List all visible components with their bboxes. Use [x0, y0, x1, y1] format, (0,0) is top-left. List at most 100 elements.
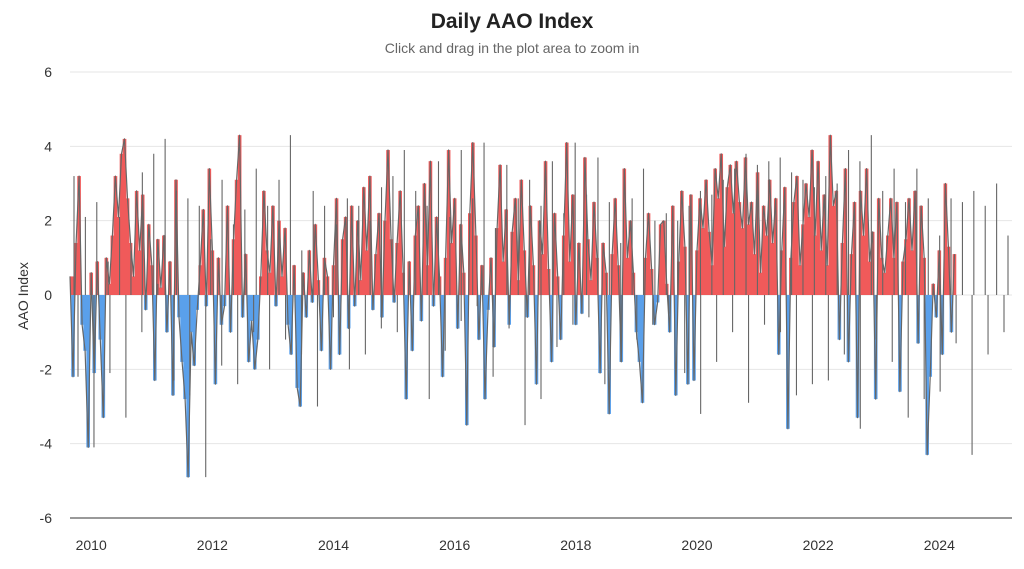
positive-bar[interactable]	[895, 202, 899, 295]
negative-bar[interactable]	[152, 295, 157, 381]
positive-bar[interactable]	[116, 216, 121, 295]
positive-bar[interactable]	[377, 213, 381, 295]
negative-bar[interactable]	[246, 295, 251, 362]
positive-bar[interactable]	[819, 250, 823, 295]
positive-bar[interactable]	[498, 164, 502, 295]
positive-bar[interactable]	[495, 228, 499, 295]
negative-bar[interactable]	[637, 295, 642, 362]
positive-bar[interactable]	[658, 224, 663, 295]
positive-bar[interactable]	[234, 179, 239, 295]
positive-bar[interactable]	[107, 283, 112, 295]
negative-bar[interactable]	[192, 295, 197, 366]
negative-bar[interactable]	[189, 295, 193, 333]
positive-bar[interactable]	[201, 209, 206, 295]
negative-bar[interactable]	[328, 295, 333, 370]
negative-bar[interactable]	[534, 295, 539, 385]
negative-bar[interactable]	[855, 295, 860, 418]
positive-bar[interactable]	[343, 216, 348, 295]
negative-bar[interactable]	[298, 295, 303, 407]
positive-bar[interactable]	[280, 276, 284, 295]
positive-bar[interactable]	[813, 235, 817, 295]
positive-bar[interactable]	[540, 254, 545, 295]
positive-bar[interactable]	[764, 235, 769, 295]
negative-bar[interactable]	[71, 295, 75, 377]
positive-bar[interactable]	[952, 254, 957, 295]
negative-bar[interactable]	[949, 295, 954, 333]
positive-bar[interactable]	[383, 220, 387, 295]
positive-bar[interactable]	[125, 198, 130, 295]
positive-bar[interactable]	[586, 239, 590, 295]
positive-bar[interactable]	[358, 280, 363, 295]
positive-bar[interactable]	[831, 205, 836, 295]
positive-bar[interactable]	[822, 194, 827, 295]
positive-bar[interactable]	[422, 183, 427, 296]
positive-bar[interactable]	[907, 198, 911, 295]
positive-bar[interactable]	[237, 135, 242, 295]
negative-bar[interactable]	[295, 295, 299, 388]
positive-bar[interactable]	[452, 198, 457, 295]
negative-bar[interactable]	[255, 295, 260, 340]
positive-bar[interactable]	[416, 205, 421, 295]
negative-bar[interactable]	[404, 295, 409, 400]
negative-bar[interactable]	[98, 295, 103, 340]
positive-bar[interactable]	[858, 190, 863, 295]
positive-bar[interactable]	[628, 220, 633, 295]
negative-bar[interactable]	[928, 295, 933, 377]
positive-bar[interactable]	[758, 272, 763, 295]
positive-bar[interactable]	[119, 153, 124, 295]
positive-bar[interactable]	[867, 261, 872, 295]
negative-bar[interactable]	[83, 295, 87, 351]
negative-bar[interactable]	[410, 295, 415, 351]
positive-bar[interactable]	[885, 235, 890, 295]
positive-bar[interactable]	[913, 190, 917, 295]
positive-bar[interactable]	[265, 250, 269, 295]
positive-bar[interactable]	[722, 246, 727, 295]
positive-bar[interactable]	[876, 198, 881, 295]
positive-bar[interactable]	[137, 250, 142, 295]
positive-bar[interactable]	[879, 257, 884, 295]
positive-bar[interactable]	[134, 190, 139, 295]
negative-bar[interactable]	[101, 295, 106, 418]
positive-bar[interactable]	[719, 153, 724, 295]
positive-bar[interactable]	[313, 224, 318, 295]
positive-bar[interactable]	[680, 190, 684, 295]
negative-bar[interactable]	[289, 295, 293, 355]
positive-bar[interactable]	[131, 276, 136, 295]
positive-bar[interactable]	[798, 265, 802, 295]
positive-bar[interactable]	[207, 168, 212, 295]
negative-bar[interactable]	[213, 295, 218, 385]
negative-bar[interactable]	[692, 295, 696, 381]
negative-bar[interactable]	[686, 295, 690, 385]
positive-bar[interactable]	[740, 228, 745, 295]
positive-bar[interactable]	[552, 213, 557, 295]
positive-bar[interactable]	[159, 287, 163, 295]
positive-bar[interactable]	[271, 205, 275, 295]
positive-bar[interactable]	[843, 168, 848, 295]
positive-bar[interactable]	[349, 205, 354, 295]
positive-bar[interactable]	[761, 205, 766, 295]
positive-bar[interactable]	[670, 205, 675, 295]
negative-bar[interactable]	[440, 295, 445, 377]
positive-bar[interactable]	[268, 272, 272, 295]
positive-bar[interactable]	[389, 239, 393, 295]
positive-bar[interactable]	[770, 242, 775, 295]
positive-bar[interactable]	[707, 231, 711, 295]
positive-bar[interactable]	[583, 157, 587, 295]
positive-bar[interactable]	[749, 202, 754, 295]
positive-bar[interactable]	[704, 179, 708, 295]
positive-bar[interactable]	[795, 176, 799, 295]
positive-bar[interactable]	[543, 161, 548, 295]
negative-bar[interactable]	[898, 295, 902, 392]
positive-bar[interactable]	[882, 272, 887, 295]
positive-bar[interactable]	[528, 205, 533, 295]
positive-bar[interactable]	[474, 235, 478, 295]
positive-bar[interactable]	[361, 187, 366, 295]
positive-bar[interactable]	[713, 168, 717, 295]
negative-bar[interactable]	[165, 295, 169, 333]
positive-bar[interactable]	[334, 198, 339, 295]
series-areas[interactable]	[70, 135, 957, 478]
positive-bar[interactable]	[816, 161, 820, 295]
positive-bar[interactable]	[122, 138, 127, 295]
